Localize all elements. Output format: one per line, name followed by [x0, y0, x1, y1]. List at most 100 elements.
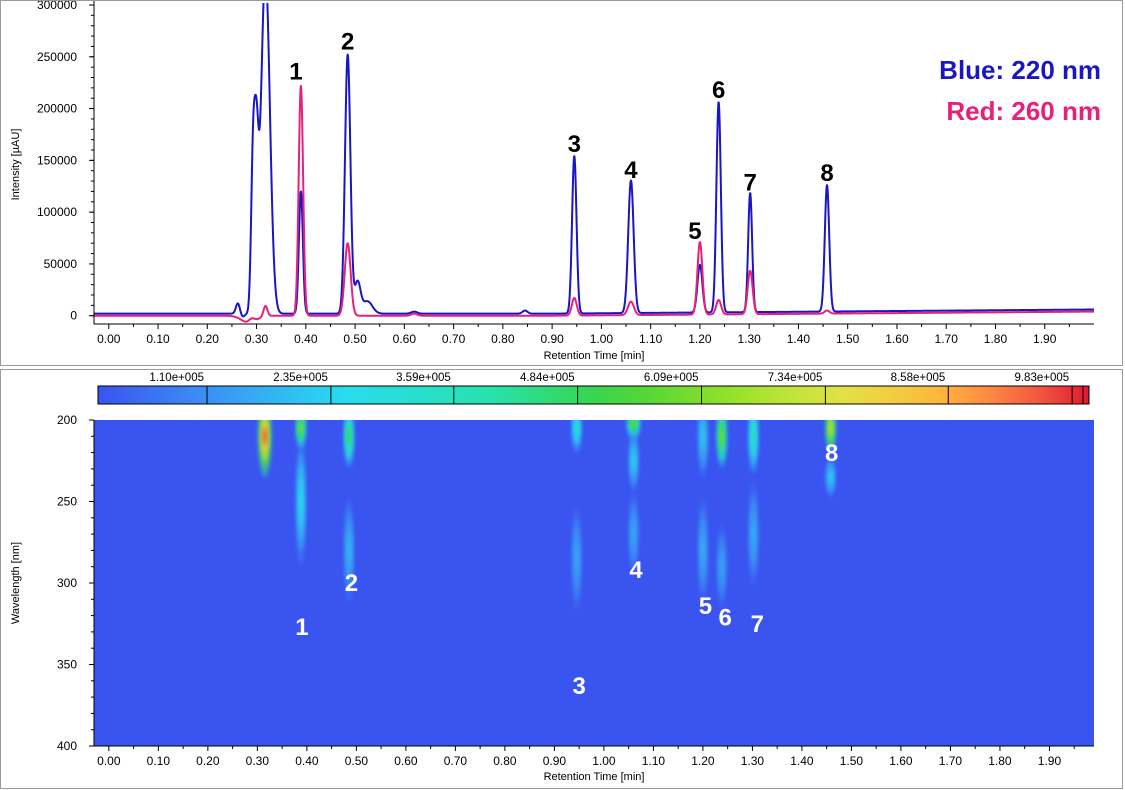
peak-number-label: 4	[629, 557, 643, 584]
y-tick-label: 50000	[44, 257, 78, 271]
heatmap-spot	[701, 428, 704, 445]
x-tick-label: 1.70	[939, 754, 963, 768]
peak-number-label: 8	[825, 440, 838, 467]
heatmap-spot	[299, 489, 302, 514]
x-tick-label: 0.00	[97, 332, 121, 346]
y-tick-label: 400	[57, 739, 77, 753]
x-tick-label: 1.40	[790, 754, 814, 768]
x-tick-label: 0.50	[345, 754, 369, 768]
x-tick-label: 0.00	[97, 754, 121, 768]
x-tick-label: 1.00	[590, 332, 614, 346]
x-tick-label: 1.20	[688, 332, 712, 346]
x-tick-label: 1.80	[988, 754, 1012, 768]
colorbar-label: 3.59e+005	[396, 372, 451, 384]
x-tick-label: 0.40	[294, 332, 318, 346]
colorbar-label: 6.09e+005	[644, 372, 699, 384]
x-tick-label: 0.60	[393, 332, 417, 346]
x-tick-label: 0.50	[343, 332, 367, 346]
heatmap-spot	[575, 548, 578, 569]
legend-entry: Blue: 220 nm	[939, 55, 1101, 85]
x-tick-label: 1.30	[741, 754, 765, 768]
x-tick-label: 1.70	[935, 332, 959, 346]
x-tick-label: 0.70	[444, 754, 468, 768]
x-tick-label: 0.30	[246, 754, 270, 768]
x-tick-label: 1.20	[691, 754, 715, 768]
heatmap-spot	[347, 430, 350, 443]
colorbar-label: 4.84e+005	[520, 372, 575, 384]
heatmap-spots	[258, 420, 836, 610]
spectral-heatmap-chart: 1.10e+005 2.35e+005 3.59e+005 4.84e+005 6.09…	[10, 372, 1094, 783]
x-tick-label: 0.90	[540, 332, 564, 346]
colorbar-label: 8.58e+005	[891, 372, 946, 384]
y-tick-label: 300000	[37, 1, 77, 12]
heatmap-background	[94, 420, 1094, 746]
heatmap-spot	[829, 423, 832, 434]
peak-number-label: 8	[820, 160, 833, 187]
x-tick-label: 0.80	[491, 332, 515, 346]
chromatogram-panel: 0.00 0.10 0.20 0.30 0.40 0.50 0.60 0.70 0.80 0.90…	[0, 0, 1123, 366]
x-tick-label: 0.30	[245, 332, 269, 346]
y-tick-label: 0	[70, 309, 77, 323]
colorbar-label: 9.83e+005	[1014, 372, 1069, 384]
x-tick-label: 1.90	[1033, 332, 1057, 346]
y-tick-label: 200000	[37, 102, 77, 116]
heatmap-spot	[347, 540, 350, 561]
x-tick-label: 0.70	[442, 332, 466, 346]
y-tick-label: 100000	[37, 205, 77, 219]
x-tick-label: 1.00	[592, 754, 616, 768]
peak-number-label: 7	[751, 611, 764, 638]
heatmap-spot	[299, 424, 302, 433]
colorbar	[97, 385, 1090, 405]
peak-number-label: 6	[712, 77, 725, 104]
peak-number-label: 4	[624, 157, 638, 184]
x-tick-label: 0.40	[295, 754, 319, 768]
chromatogram-chart: 0.00 0.10 0.20 0.30 0.40 0.50 0.60 0.70 0.80 0.90…	[10, 1, 1101, 362]
x-tick-label: 1.40	[787, 332, 811, 346]
peak-number-label: 3	[568, 131, 581, 158]
y-tick-label: 150000	[37, 153, 77, 167]
colorbar-label: 1.10e+005	[149, 372, 204, 384]
peak-number-label: 6	[719, 604, 732, 631]
x-tick-label: 0.90	[543, 754, 567, 768]
peak-number-label: 1	[295, 614, 308, 641]
x-axis-title: Retention Time [min]	[544, 350, 645, 362]
heatmap-panel: 1.10e+005 2.35e+005 3.59e+005 4.84e+005 6.09…	[0, 369, 1123, 789]
y-tick-label: 250	[57, 495, 77, 509]
x-tick-label: 1.30	[737, 332, 761, 346]
y-axis-title: Wavelength [nm]	[10, 542, 22, 624]
heatmap-spot	[752, 428, 755, 444]
x-tick-label: 0.10	[147, 754, 171, 768]
heatmap-spot	[752, 523, 755, 545]
y-axis-title: Intensity [µAU]	[10, 129, 22, 201]
x-tick-label: 0.20	[196, 754, 220, 768]
x-axis-title: Retention Time [min]	[544, 771, 645, 783]
y-tick-label: 300	[57, 576, 77, 590]
y-tick-label: 350	[57, 658, 77, 672]
legend-entry: Red: 260 nm	[946, 96, 1101, 126]
peak-number-label: 5	[699, 593, 712, 620]
x-tick-label: 1.10	[639, 332, 663, 346]
peak-number-label: 2	[341, 29, 354, 56]
series-line-blue	[94, 3, 1094, 318]
heatmap-spot	[720, 430, 723, 443]
x-tick-label: 0.20	[196, 332, 220, 346]
heatmap-spot	[632, 454, 635, 467]
peak-number-label: 3	[572, 673, 585, 700]
y-tick-label: 200	[57, 413, 77, 427]
series-line-red	[94, 85, 1094, 323]
x-tick-label: 1.50	[836, 332, 860, 346]
x-tick-label: 1.90	[1038, 754, 1062, 768]
peak-number-label: 5	[688, 218, 701, 245]
heatmap-spot	[829, 472, 832, 482]
heatmap-spot	[632, 420, 635, 427]
peak-number-label: 7	[743, 169, 756, 196]
x-tick-label: 1.80	[984, 332, 1008, 346]
heatmap-spot	[575, 423, 578, 434]
heatmap-spot	[632, 525, 635, 543]
heatmap-spot	[263, 428, 267, 445]
heatmap-spot	[701, 540, 704, 561]
colorbar-label: 7.34e+005	[768, 372, 823, 384]
x-tick-label: 0.10	[146, 332, 170, 346]
x-tick-label: 1.60	[889, 754, 913, 768]
